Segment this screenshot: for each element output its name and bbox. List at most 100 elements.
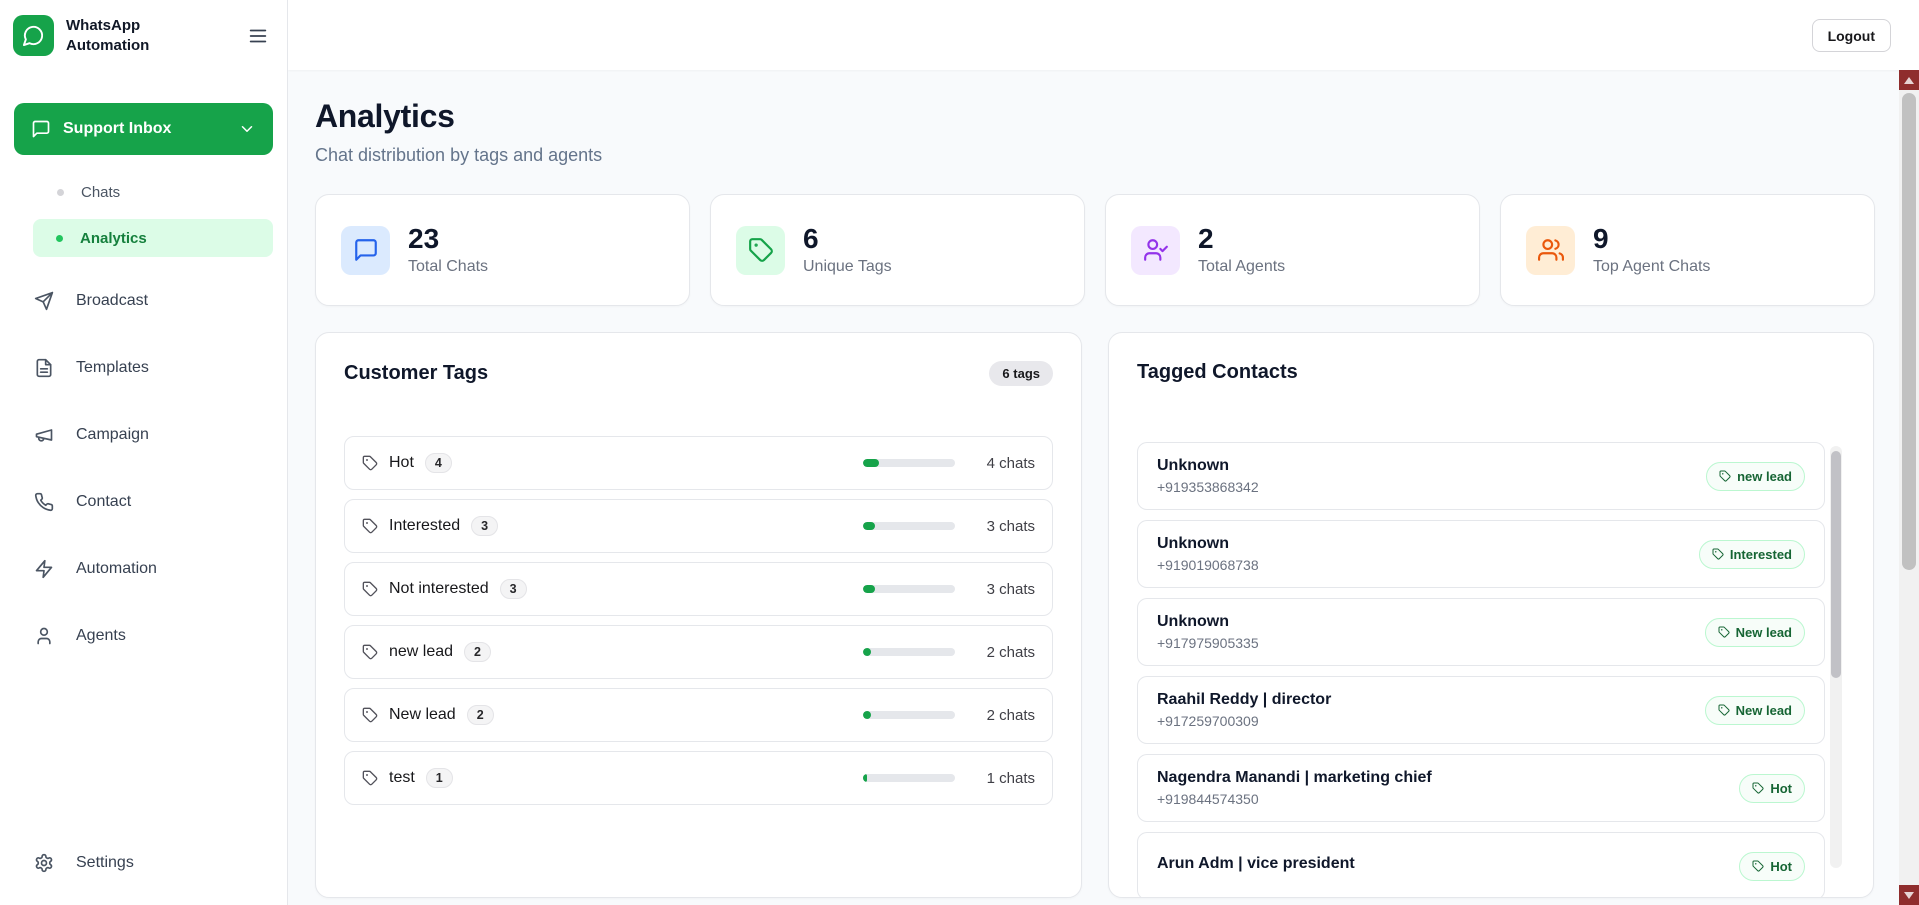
tag-count-badge: 4 — [424, 453, 452, 473]
sidebar-item-broadcast[interactable]: Broadcast — [14, 279, 273, 323]
app-logo — [13, 15, 54, 56]
tag-progress-bar — [863, 648, 955, 656]
sidebar-item-support-inbox[interactable]: Support Inbox — [14, 103, 273, 155]
page-scrollbar-thumb[interactable] — [1902, 93, 1916, 570]
tag-label: Hot — [389, 454, 414, 471]
customer-tags-panel: Customer Tags 6 tags Hot 4 4 chats Inter… — [315, 332, 1082, 898]
phone-icon — [34, 492, 54, 512]
whatsapp-icon — [22, 24, 45, 47]
contact-tag-label: Hot — [1770, 858, 1792, 874]
stat-label: Top Agent Chats — [1593, 257, 1711, 275]
sidebar-item-settings[interactable]: Settings — [14, 841, 273, 885]
sidebar-nav: Support Inbox Chats Analytics Broadcast … — [0, 103, 287, 681]
templates-label: Templates — [76, 359, 149, 376]
users-icon — [1537, 237, 1564, 263]
stat-card-total-agents: 2 Total Agents — [1105, 194, 1480, 306]
analytics-label: Analytics — [80, 229, 147, 247]
contact-phone: +919019068738 — [1157, 557, 1259, 573]
chevron-down-icon — [238, 120, 256, 138]
send-icon — [34, 291, 54, 311]
sidebar-footer: Settings — [0, 841, 287, 905]
stat-card-top-agent-chats: 9 Top Agent Chats — [1500, 194, 1875, 306]
settings-label: Settings — [76, 854, 134, 871]
scroll-up-arrow[interactable] — [1899, 70, 1919, 90]
gear-icon — [34, 853, 54, 873]
sidebar-items: Broadcast Templates Campaign Contact Aut… — [14, 279, 273, 658]
contacts-scrollbar-thumb[interactable] — [1831, 451, 1841, 678]
scroll-down-arrow[interactable] — [1899, 885, 1919, 905]
sidebar-item-chats[interactable]: Chats — [14, 173, 273, 211]
tag-progress-bar — [863, 774, 955, 782]
contact-tag-label: new lead — [1737, 468, 1792, 484]
stat-icon-box — [736, 225, 785, 275]
bullet-dot — [57, 188, 64, 196]
tag-label: new lead — [389, 643, 454, 660]
page-title: Analytics — [315, 98, 455, 134]
sidebar-item-analytics[interactable]: Analytics — [33, 219, 273, 257]
contact-tag-badge: Hot — [1739, 851, 1805, 881]
tagged-contacts-title: Tagged Contacts — [1137, 361, 1298, 383]
tag-chats-count: 3 chats — [986, 517, 1035, 535]
logout-button[interactable]: Logout — [1811, 19, 1891, 52]
megaphone-icon — [34, 425, 54, 445]
app-title: WhatsApp Automation — [66, 17, 150, 54]
stats-row: 23 Total Chats 6 Unique Tags 2 Total Age… — [315, 194, 1875, 306]
sidebar-item-agents[interactable]: Agents — [14, 614, 273, 658]
stat-card-unique-tags: 6 Unique Tags — [710, 194, 1085, 306]
tag-count-badge: 2 — [466, 705, 494, 725]
tag-count-badge: 2 — [464, 642, 491, 662]
tagged-contacts-panel: Tagged Contacts Unknown +919353868342 ne… — [1108, 332, 1874, 898]
sidebar-item-templates[interactable]: Templates — [14, 346, 273, 390]
sidebar-item-campaign[interactable]: Campaign — [14, 413, 273, 457]
stat-value: 2 — [1198, 223, 1214, 255]
contact-card: Raahil Reddy | director +917259700309 Ne… — [1137, 676, 1825, 744]
contact-name: Raahil Reddy | director — [1157, 691, 1332, 708]
page-subtitle: Chat distribution by tags and agents — [315, 145, 603, 165]
sidebar-item-automation[interactable]: Automation — [14, 547, 273, 591]
bullet-dot-active — [56, 234, 63, 242]
stat-value: 6 — [803, 223, 819, 255]
panel-header: Customer Tags 6 tags — [344, 361, 1053, 386]
contact-phone: +919353868342 — [1157, 479, 1259, 495]
contact-tag-badge: Hot — [1739, 773, 1805, 803]
contact-tag-badge: Interested — [1698, 539, 1805, 569]
support-inbox-label: Support Inbox — [63, 120, 172, 137]
contacts-scrollbar[interactable] — [1830, 446, 1842, 868]
contact-tag-badge: New lead — [1704, 617, 1805, 647]
topbar: Logout — [288, 0, 1919, 70]
page-scrollbar[interactable] — [1899, 70, 1919, 905]
tag-row-interested: Interested 3 3 chats — [344, 499, 1053, 553]
menu-toggle-button[interactable] — [247, 25, 269, 47]
contact-name: Unknown — [1157, 457, 1229, 474]
file-text-icon — [34, 358, 54, 378]
tags-count-badge: 6 tags — [989, 361, 1053, 386]
contact-tag-badge: New lead — [1704, 695, 1805, 725]
contact-tag-label: Interested — [1729, 546, 1792, 562]
stat-card-total-chats: 23 Total Chats — [315, 194, 690, 306]
tag-label: Not interested — [389, 580, 489, 597]
tag-progress-bar — [863, 522, 955, 530]
tag-icon — [362, 518, 378, 534]
stat-icon-box — [341, 225, 390, 275]
contact-name: Unknown — [1157, 613, 1229, 630]
broadcast-label: Broadcast — [76, 292, 149, 309]
inbox-sub-items: Chats Analytics — [14, 173, 273, 257]
tag-icon — [748, 237, 774, 263]
zap-icon — [34, 559, 54, 579]
user-check-icon — [1143, 237, 1169, 263]
contacts-list: Unknown +919353868342 new lead Unknown +… — [1137, 442, 1845, 897]
tag-chats-count: 4 chats — [986, 454, 1035, 472]
main-content: Analytics Chat distribution by tags and … — [288, 70, 1899, 905]
stat-label: Total Agents — [1198, 257, 1286, 275]
contact-card: Unknown +919353868342 new lead — [1137, 442, 1825, 510]
stat-icon-box — [1131, 225, 1180, 275]
tag-count-badge: 1 — [425, 768, 453, 788]
tag-progress-bar — [863, 711, 955, 719]
contact-card: Arun Adm | vice president Hot — [1137, 832, 1825, 897]
tag-count-badge: 3 — [499, 579, 527, 599]
tag-icon — [362, 581, 378, 597]
sidebar-header: WhatsApp Automation — [0, 0, 287, 71]
sidebar-item-contact[interactable]: Contact — [14, 480, 273, 524]
contact-tag-badge: new lead — [1706, 461, 1805, 491]
contact-tag-label: Hot — [1770, 780, 1792, 796]
